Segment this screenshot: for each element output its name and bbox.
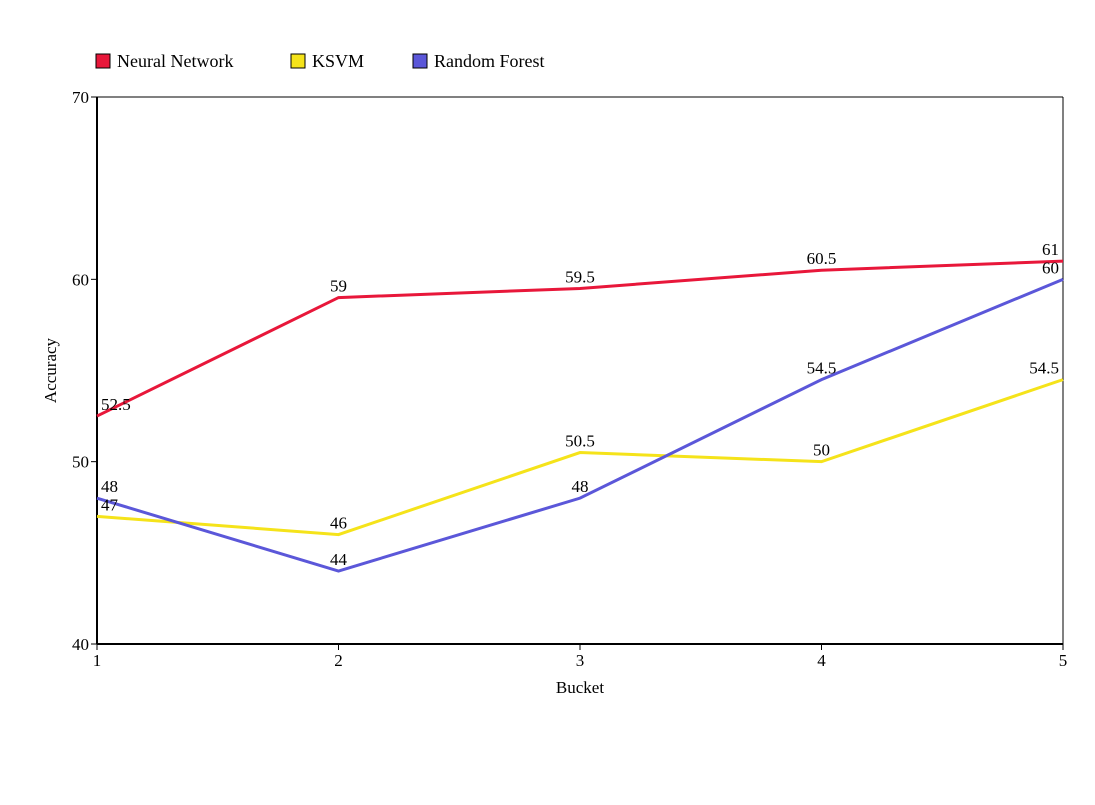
- x-tick-label: 4: [817, 651, 826, 670]
- data-label-random-forest: 48: [572, 477, 589, 496]
- data-label-neural-network: 61: [1042, 240, 1059, 259]
- legend-swatch-neural-network: [95, 53, 111, 69]
- y-tick-label: 50: [72, 453, 89, 472]
- x-tick-label: 5: [1059, 651, 1068, 670]
- y-tick-label: 40: [72, 635, 89, 654]
- data-label-ksvm: 54.5: [1029, 359, 1059, 378]
- data-label-random-forest: 54.5: [807, 359, 837, 378]
- legend-label-random-forest: Random Forest: [434, 51, 545, 71]
- series-line-ksvm: [96, 378, 1064, 537]
- data-label-ksvm: 50.5: [565, 432, 595, 451]
- legend-swatch-ksvm: [290, 53, 306, 69]
- plot-area: [96, 96, 1064, 645]
- y-axis-ticks: 40 50 60 70: [72, 88, 97, 654]
- data-label-neural-network: 59: [330, 277, 347, 296]
- data-label-neural-network: 60.5: [807, 249, 837, 268]
- x-tick-label: 3: [576, 651, 585, 670]
- data-label-random-forest: 60: [1042, 258, 1059, 277]
- data-label-neural-network: 59.5: [565, 267, 595, 286]
- data-label-ksvm: 47: [101, 495, 119, 514]
- y-tick-label: 70: [72, 88, 89, 107]
- x-tick-label: 2: [334, 651, 343, 670]
- y-tick-label: 60: [72, 270, 89, 289]
- x-tick-label: 1: [93, 651, 102, 670]
- x-axis-ticks: 1 2 3 4 5: [93, 644, 1068, 670]
- legend: Neural Network KSVM Random Forest: [95, 51, 545, 71]
- data-label-random-forest: 48: [101, 477, 118, 496]
- y-axis-title: Accuracy: [41, 337, 60, 403]
- legend-label-neural-network: Neural Network: [117, 51, 233, 71]
- data-labels-layer: 52.5 59 59.5 60.5 61 47 46 50.5 50 54.5 48 44 48 54.5…: [101, 240, 1059, 569]
- data-label-ksvm: 46: [330, 514, 347, 533]
- series-layer: [96, 259, 1064, 573]
- data-label-neural-network: 52.5: [101, 395, 131, 414]
- data-label-random-forest: 44: [330, 550, 348, 569]
- x-axis-title: Bucket: [556, 678, 604, 697]
- legend-swatch-random-forest: [412, 53, 428, 69]
- series-line-random-forest: [96, 277, 1064, 573]
- series-line-neural-network: [96, 259, 1064, 418]
- legend-label-ksvm: KSVM: [312, 51, 364, 71]
- data-label-ksvm: 50: [813, 441, 830, 460]
